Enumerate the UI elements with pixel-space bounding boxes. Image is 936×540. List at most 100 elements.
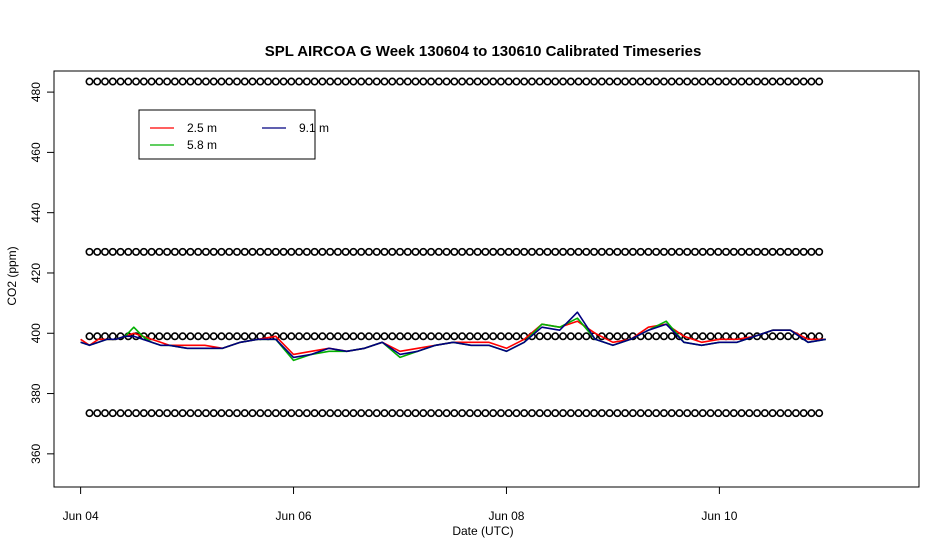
- calibration-point-2-89: [776, 332, 785, 341]
- calibration-point-0-51: [481, 77, 490, 86]
- calibration-point-1-48: [458, 247, 467, 256]
- calibration-point-0-30: [318, 77, 327, 86]
- calibration-point-2-84: [737, 332, 746, 341]
- calibration-point-1-29: [310, 247, 319, 256]
- calibration-point-0-78: [690, 77, 699, 86]
- calibration-point-3-43: [419, 409, 428, 418]
- legend-label-2: 9.1 m: [299, 121, 329, 135]
- calibration-point-3-45: [434, 409, 443, 418]
- calibration-point-3-33: [341, 409, 350, 418]
- calibration-point-3-13: [186, 409, 195, 418]
- calibration-point-1-15: [201, 247, 210, 256]
- calibration-point-0-67: [605, 77, 614, 86]
- calibration-point-3-47: [450, 409, 459, 418]
- calibration-point-1-41: [403, 247, 412, 256]
- calibration-point-3-93: [807, 409, 816, 418]
- calibration-point-3-63: [574, 409, 583, 418]
- calibration-point-2-66: [597, 332, 606, 341]
- calibration-point-0-66: [597, 77, 606, 86]
- calibration-point-0-6: [132, 77, 141, 86]
- calibration-point-0-26: [287, 77, 296, 86]
- calibration-point-2-41: [403, 332, 412, 341]
- calibration-point-2-26: [287, 332, 296, 341]
- calibration-point-0-23: [264, 77, 273, 86]
- calibration-point-1-10: [163, 247, 172, 256]
- calibration-point-1-83: [729, 247, 738, 256]
- calibration-point-0-86: [753, 77, 762, 86]
- calibration-point-0-75: [667, 77, 676, 86]
- calibration-point-1-60: [551, 247, 560, 256]
- calibration-point-3-2: [101, 409, 110, 418]
- calibration-point-1-73: [652, 247, 661, 256]
- calibration-point-0-52: [489, 77, 498, 86]
- calibration-point-2-12: [178, 332, 187, 341]
- calibration-point-1-54: [504, 247, 513, 256]
- series-line-2-5-m: [80, 320, 826, 356]
- calibration-point-0-25: [279, 77, 288, 86]
- y-axis: 360 380 400 420 440 460 480: [29, 82, 54, 464]
- calibration-point-2-14: [194, 332, 203, 341]
- calibration-point-2-31: [326, 332, 335, 341]
- calibration-point-0-47: [450, 77, 459, 86]
- calibration-point-2-45: [434, 332, 443, 341]
- calibration-point-3-85: [745, 409, 754, 418]
- calibration-point-2-13: [186, 332, 195, 341]
- calibration-point-0-0: [85, 77, 94, 86]
- calibration-point-0-41: [403, 77, 412, 86]
- calibration-point-3-59: [543, 409, 552, 418]
- y-tick-label-4: 440: [29, 202, 43, 222]
- calibration-point-2-32: [333, 332, 342, 341]
- calibration-point-2-36: [364, 332, 373, 341]
- calibration-point-1-84: [737, 247, 746, 256]
- calibration-point-1-19: [232, 247, 241, 256]
- calibration-point-3-92: [799, 409, 808, 418]
- calibration-point-3-40: [395, 409, 404, 418]
- calibration-point-3-18: [225, 409, 234, 418]
- calibration-point-0-8: [147, 77, 156, 86]
- calibration-point-3-53: [496, 409, 505, 418]
- legend-box: [138, 109, 316, 160]
- calibration-point-2-29: [310, 332, 319, 341]
- calibration-point-0-89: [776, 77, 785, 86]
- calibration-point-0-22: [256, 77, 265, 86]
- calibration-point-2-33: [341, 332, 350, 341]
- calibration-point-2-60: [551, 332, 560, 341]
- calibration-point-0-61: [559, 77, 568, 86]
- calibration-point-3-0: [85, 409, 94, 418]
- calibration-point-0-4: [116, 77, 125, 86]
- calibration-point-2-44: [427, 332, 436, 341]
- calibration-point-1-4: [116, 247, 125, 256]
- calibration-point-0-16: [209, 77, 218, 86]
- calibration-point-2-30: [318, 332, 327, 341]
- calibration-point-1-66: [597, 247, 606, 256]
- calibration-point-3-27: [295, 409, 304, 418]
- calibration-point-0-59: [543, 77, 552, 86]
- calibration-point-3-89: [776, 409, 785, 418]
- calibration-point-3-60: [551, 409, 560, 418]
- calibration-point-3-3: [108, 409, 117, 418]
- y-tick-label-0: 360: [29, 444, 43, 464]
- calibration-point-2-9: [155, 332, 164, 341]
- calibration-point-3-26: [287, 409, 296, 418]
- calibration-point-3-48: [458, 409, 467, 418]
- calibration-point-2-53: [496, 332, 505, 341]
- calibration-point-0-71: [636, 77, 645, 86]
- calibration-point-1-62: [566, 247, 575, 256]
- calibration-point-3-82: [722, 409, 731, 418]
- calibration-point-0-65: [590, 77, 599, 86]
- calibration-point-0-77: [683, 77, 692, 86]
- x-axis-label: Date (UTC): [452, 524, 513, 538]
- calibration-point-0-1: [93, 77, 102, 86]
- calibration-point-0-62: [566, 77, 575, 86]
- calibration-point-0-91: [791, 77, 800, 86]
- calibration-point-3-61: [559, 409, 568, 418]
- calibration-point-0-18: [225, 77, 234, 86]
- calibration-point-1-76: [675, 247, 684, 256]
- calibration-point-1-58: [535, 247, 544, 256]
- calibration-point-1-57: [527, 247, 536, 256]
- calibration-point-0-43: [419, 77, 428, 86]
- calibration-point-0-88: [768, 77, 777, 86]
- calibration-point-1-82: [722, 247, 731, 256]
- calibration-point-0-33: [341, 77, 350, 86]
- calibration-point-1-51: [481, 247, 490, 256]
